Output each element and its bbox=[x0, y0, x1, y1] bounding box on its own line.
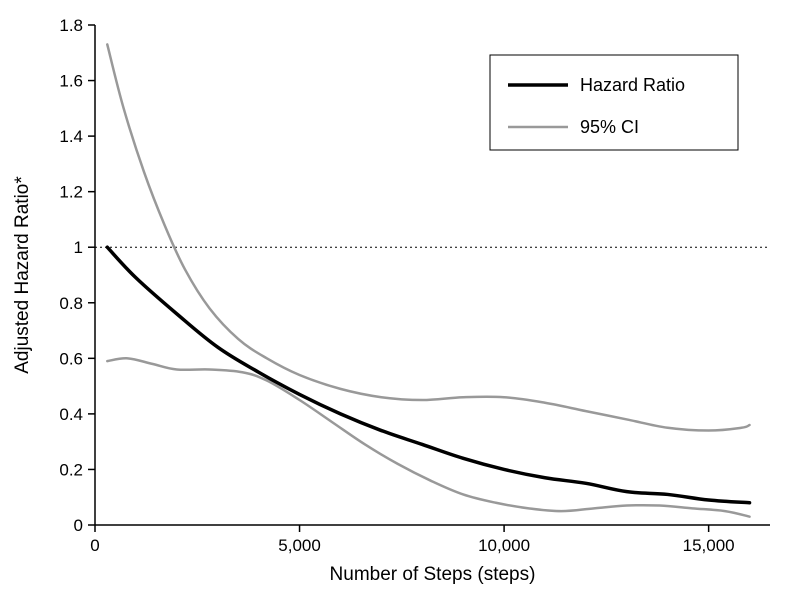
y-tick-label: 0.8 bbox=[59, 294, 83, 313]
legend-label: Hazard Ratio bbox=[580, 75, 685, 95]
x-tick-label: 5,000 bbox=[278, 536, 321, 555]
ci-upper-line bbox=[107, 44, 749, 430]
y-tick-label: 0.2 bbox=[59, 460, 83, 479]
x-tick-label: 15,000 bbox=[683, 536, 735, 555]
x-axis-label: Number of Steps (steps) bbox=[330, 564, 536, 585]
y-tick-label: 1.8 bbox=[59, 16, 83, 35]
y-axis-label: Adjusted Hazard Ratio* bbox=[12, 176, 33, 374]
y-tick-label: 0.6 bbox=[59, 349, 83, 368]
y-tick-label: 0.4 bbox=[59, 405, 83, 424]
x-tick-label: 0 bbox=[90, 536, 99, 555]
legend-label: 95% CI bbox=[580, 117, 639, 137]
hazard-ratio-line bbox=[107, 247, 749, 503]
y-tick-label: 0 bbox=[74, 516, 83, 535]
x-tick-label: 10,000 bbox=[478, 536, 530, 555]
y-tick-label: 1.2 bbox=[59, 183, 83, 202]
y-tick-label: 1.6 bbox=[59, 72, 83, 91]
hazard-ratio-chart: 0 5,000 10,000 15,000 0 0.2 0.4 0.6 0.8 1 1.2 1.4 1.… bbox=[0, 0, 800, 600]
chart-svg: 0 5,000 10,000 15,000 0 0.2 0.4 0.6 0.8 1 1.2 1.4 1.… bbox=[0, 0, 800, 600]
y-tick-label: 1.4 bbox=[59, 127, 83, 146]
y-tick-label: 1 bbox=[74, 238, 83, 257]
